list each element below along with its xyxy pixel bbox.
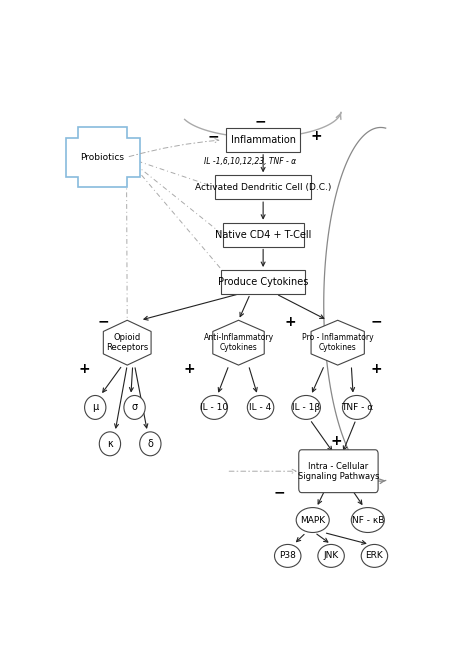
Text: +: +	[310, 129, 322, 144]
Ellipse shape	[99, 432, 120, 455]
FancyBboxPatch shape	[299, 450, 378, 492]
Ellipse shape	[247, 395, 274, 419]
FancyBboxPatch shape	[215, 175, 311, 199]
Text: Intra - Cellular
Signaling Pathways: Intra - Cellular Signaling Pathways	[298, 461, 379, 481]
Text: δ: δ	[147, 439, 153, 449]
Ellipse shape	[140, 432, 161, 455]
Text: Produce Cytokines: Produce Cytokines	[218, 277, 308, 287]
Ellipse shape	[201, 395, 228, 419]
Text: TNF - α: TNF - α	[341, 403, 373, 412]
Text: ERK: ERK	[365, 551, 383, 560]
Polygon shape	[65, 127, 140, 187]
FancyBboxPatch shape	[227, 128, 300, 152]
Ellipse shape	[351, 508, 384, 532]
Text: IL -1,6,10,12,23, TNF - α: IL -1,6,10,12,23, TNF - α	[204, 157, 296, 166]
Text: Probiotics: Probiotics	[81, 153, 125, 162]
Text: JNK: JNK	[323, 551, 339, 560]
Text: Pro - Inflammatory
Cytokines: Pro - Inflammatory Cytokines	[302, 333, 374, 353]
Polygon shape	[311, 320, 365, 365]
Ellipse shape	[124, 395, 145, 419]
Text: +: +	[284, 314, 296, 329]
FancyBboxPatch shape	[223, 223, 303, 247]
Ellipse shape	[343, 395, 371, 419]
Text: −: −	[255, 115, 266, 129]
Text: +: +	[330, 434, 342, 448]
Text: Activated Dendritic Cell (D.C.): Activated Dendritic Cell (D.C.)	[195, 182, 331, 192]
Polygon shape	[213, 320, 264, 365]
Text: −: −	[208, 129, 219, 144]
Text: IL - 10: IL - 10	[200, 403, 228, 412]
Text: +: +	[370, 362, 382, 376]
Ellipse shape	[361, 544, 388, 567]
Text: Opioid
Receptors: Opioid Receptors	[106, 333, 148, 353]
Ellipse shape	[292, 395, 320, 419]
Ellipse shape	[274, 544, 301, 567]
Text: σ: σ	[131, 402, 137, 412]
Text: MAPK: MAPK	[300, 516, 325, 525]
Text: Native CD4 + T-Cell: Native CD4 + T-Cell	[215, 230, 311, 239]
Text: IL - 1β: IL - 1β	[292, 403, 320, 412]
Text: P38: P38	[279, 551, 296, 560]
Text: Anti-Inflammatory
Cytokines: Anti-Inflammatory Cytokines	[203, 333, 273, 353]
Text: −: −	[274, 485, 285, 499]
Ellipse shape	[318, 544, 344, 567]
Text: NF - κB: NF - κB	[352, 516, 384, 525]
Text: −: −	[98, 314, 109, 329]
Text: κ: κ	[107, 439, 113, 449]
Text: μ: μ	[92, 402, 99, 412]
FancyBboxPatch shape	[221, 270, 305, 294]
Text: Inflammation: Inflammation	[231, 135, 296, 145]
Text: +: +	[184, 362, 195, 376]
Text: IL - 4: IL - 4	[249, 403, 272, 412]
Ellipse shape	[296, 508, 329, 532]
Text: −: −	[370, 314, 382, 329]
Polygon shape	[103, 320, 151, 365]
Ellipse shape	[84, 395, 106, 419]
Text: +: +	[78, 362, 90, 376]
